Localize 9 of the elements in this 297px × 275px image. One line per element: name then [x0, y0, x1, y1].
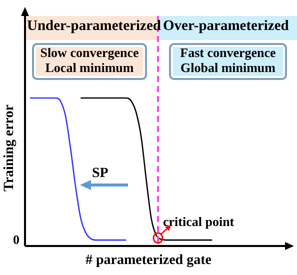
y-axis-title: Training error	[2, 104, 18, 194]
text: Over-parameterized	[163, 18, 289, 35]
x-axis-title: # parameterized gate	[84, 253, 212, 269]
text: Slow convergence Local minimum	[32, 43, 147, 80]
text: Fast convergence Global minimum	[169, 43, 287, 80]
text: 0	[13, 232, 20, 248]
annotation: critical point	[163, 214, 234, 230]
annotation: SP	[92, 166, 108, 182]
text: Under-parameterized	[27, 18, 161, 35]
